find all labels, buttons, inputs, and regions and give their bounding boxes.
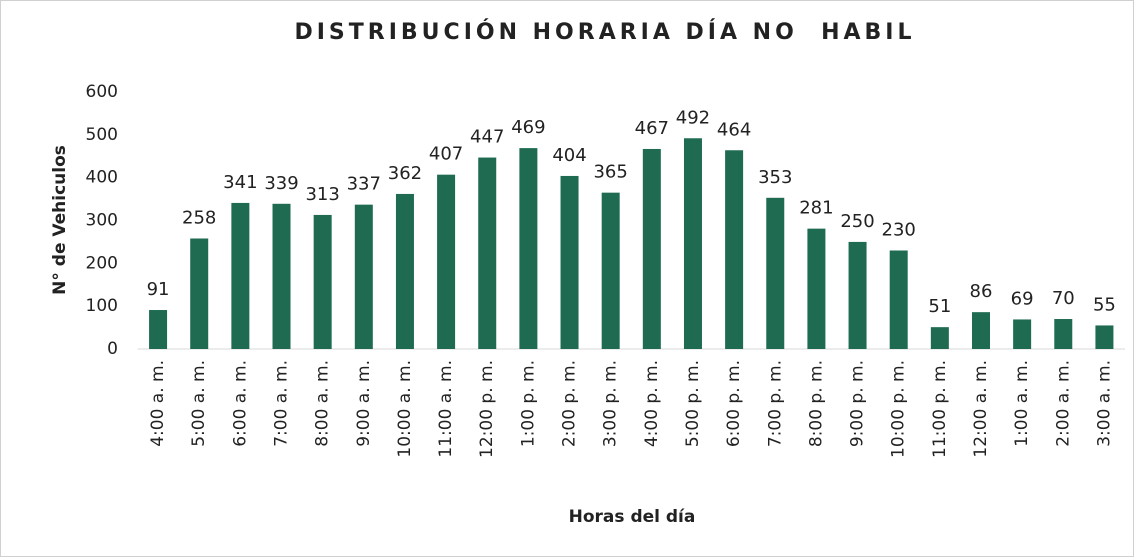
data-label: 69 — [1011, 288, 1034, 309]
bar — [437, 174, 456, 349]
x-tick-label: 12:00 a. m. — [971, 360, 991, 458]
data-label: 467 — [635, 118, 669, 139]
x-tick-label: 2:00 p. m. — [560, 360, 580, 447]
x-tick-label: 6:00 p. m. — [724, 360, 744, 447]
y-tick-label: 500 — [86, 125, 118, 145]
bar — [313, 214, 332, 349]
data-label: 313 — [305, 184, 339, 205]
x-tick-label: 3:00 p. m. — [601, 360, 621, 447]
bar — [1054, 319, 1073, 349]
data-label: 365 — [593, 162, 627, 183]
y-tick-label: 0 — [107, 339, 118, 359]
y-tick-label: 100 — [86, 296, 118, 316]
data-label: 339 — [264, 173, 298, 194]
bar — [848, 241, 867, 349]
x-tick-label: 3:00 a. m. — [1094, 360, 1114, 447]
x-tick-label: 5:00 a. m. — [189, 360, 209, 447]
bar — [272, 203, 291, 349]
bar — [601, 192, 620, 349]
bar — [1095, 325, 1114, 349]
data-label: 341 — [223, 172, 257, 193]
x-tick-label: 11:00 a. m. — [436, 360, 456, 458]
x-tick-label: 8:00 a. m. — [313, 360, 333, 447]
data-label: 91 — [147, 279, 170, 300]
data-label: 407 — [429, 144, 463, 165]
data-label: 404 — [552, 145, 586, 166]
data-label: 86 — [970, 281, 993, 302]
bar — [478, 157, 497, 349]
data-label: 55 — [1093, 294, 1116, 315]
bar — [642, 148, 661, 349]
x-tick-label: 1:00 a. m. — [1012, 360, 1032, 447]
x-tick-label: 7:00 p. m. — [765, 360, 785, 447]
x-tick-label: 10:00 a. m. — [395, 360, 415, 458]
x-tick-label: 7:00 a. m. — [272, 360, 292, 447]
bar — [807, 228, 826, 349]
x-tick-label: 4:00 a. m. — [148, 360, 168, 447]
data-label: 353 — [758, 167, 792, 188]
x-tick-label: 4:00 p. m. — [642, 360, 662, 447]
bar — [560, 175, 579, 349]
bar — [354, 204, 373, 349]
x-axis-title: Horas del día — [569, 507, 696, 527]
x-tick-label: 2:00 a. m. — [1053, 360, 1073, 447]
data-label: 469 — [511, 117, 545, 138]
x-tick-label: 9:00 a. m. — [354, 360, 374, 447]
bar — [190, 238, 209, 349]
x-tick-label: 6:00 a. m. — [230, 360, 250, 447]
data-label: 70 — [1052, 288, 1075, 309]
data-label: 464 — [717, 119, 751, 140]
x-tick-label: 9:00 p. m. — [848, 360, 868, 447]
bar — [971, 312, 990, 349]
y-tick-label: 600 — [86, 82, 118, 102]
bar — [149, 310, 168, 349]
data-label: 447 — [470, 127, 504, 148]
bar — [683, 138, 702, 349]
bar — [725, 150, 744, 349]
x-tick-label: 12:00 p. m. — [477, 360, 497, 458]
y-tick-label: 200 — [86, 253, 118, 273]
y-axis-title: N° de Vehiculos — [50, 145, 70, 295]
bar — [231, 202, 250, 349]
y-tick-label: 300 — [86, 211, 118, 231]
y-tick-label: 400 — [86, 168, 118, 188]
bar — [930, 327, 949, 349]
data-label: 362 — [388, 163, 422, 184]
x-tick-label: 5:00 p. m. — [683, 360, 703, 447]
bar — [1013, 319, 1032, 349]
data-label: 51 — [928, 296, 951, 317]
data-label: 258 — [182, 207, 216, 228]
bar — [519, 148, 538, 349]
bar — [766, 197, 785, 349]
data-label: 230 — [882, 219, 916, 240]
x-tick-label: 11:00 p. m. — [930, 360, 950, 458]
x-tick-label: 10:00 p. m. — [889, 360, 909, 458]
data-label: 281 — [799, 198, 833, 219]
data-label: 492 — [676, 107, 710, 128]
bar — [395, 193, 414, 349]
data-label: 337 — [347, 174, 381, 195]
x-tick-label: 1:00 p. m. — [518, 360, 538, 447]
data-label: 250 — [840, 211, 874, 232]
x-tick-label: 8:00 p. m. — [806, 360, 826, 447]
bar — [889, 250, 908, 349]
chart-title: DISTRIBUCIÓN HORARIA DÍA NO HABIL — [294, 19, 915, 45]
